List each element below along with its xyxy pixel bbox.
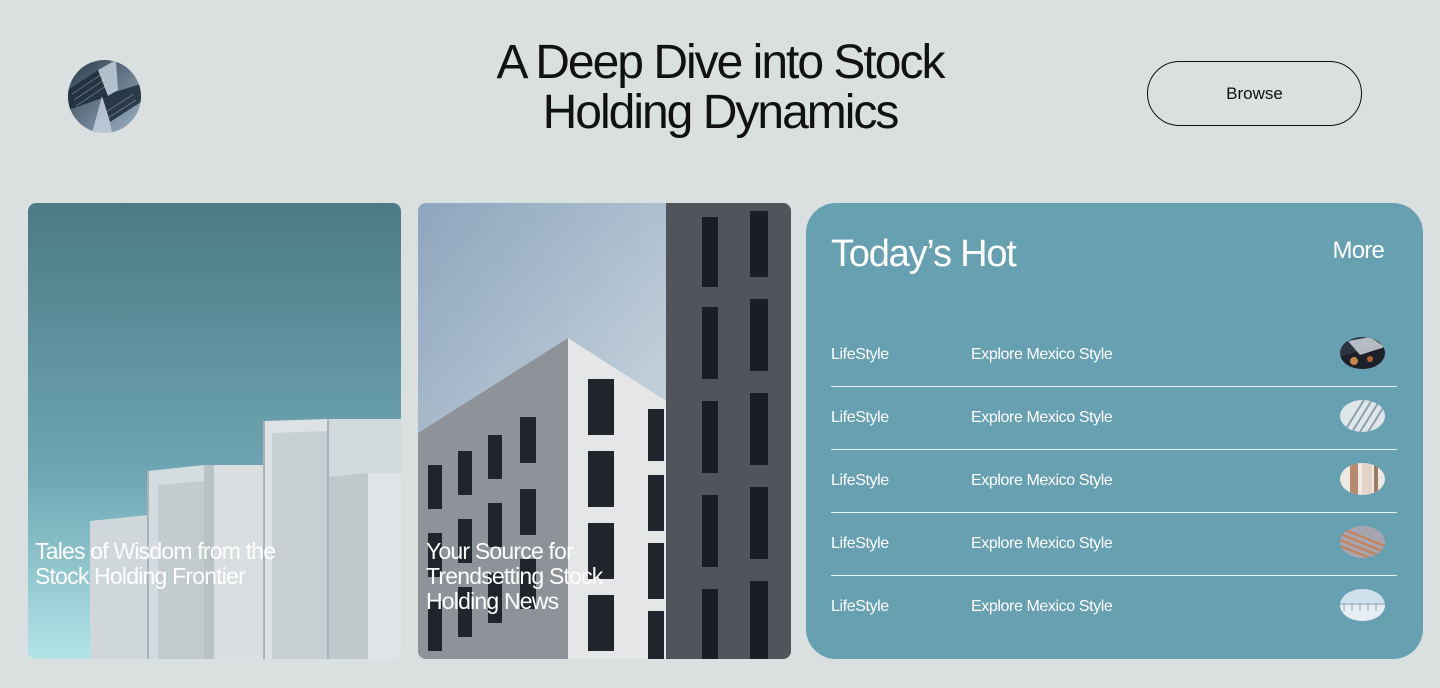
card-1-caption: Tales of Wisdom from the Stock Holding F… (35, 538, 276, 589)
hot-list-item[interactable]: LifeStyle Explore Mexico Style (831, 513, 1397, 576)
card-2-caption-line-1: Your Source for (426, 538, 574, 564)
hot-item-thumbnail (1340, 463, 1385, 495)
card-1-image (28, 203, 401, 659)
card-2-image (418, 203, 791, 659)
browse-button[interactable]: Browse (1147, 61, 1362, 126)
feature-card-1[interactable]: Tales of Wisdom from the Stock Holding F… (28, 203, 401, 659)
hot-item-category: LifeStyle (831, 346, 889, 363)
hot-item-thumbnail (1340, 526, 1385, 558)
page-title: A Deep Dive into Stock Holding Dynamics (0, 38, 1440, 138)
hot-item-title: Explore Mexico Style (971, 598, 1113, 615)
hot-list-item[interactable]: LifeStyle Explore Mexico Style (831, 387, 1397, 450)
hot-item-category: LifeStyle (831, 535, 889, 552)
hot-list: LifeStyle Explore Mexico Style LifeStyle… (831, 324, 1397, 638)
hot-list-item[interactable]: LifeStyle Explore Mexico Style (831, 450, 1397, 513)
hot-item-thumbnail (1340, 589, 1385, 621)
card-2-caption-line-3: Holding News (426, 588, 559, 614)
card-1-caption-line-1: Tales of Wisdom from the (35, 538, 276, 564)
hot-list-item[interactable]: LifeStyle Explore Mexico Style (831, 324, 1397, 387)
hot-item-title: Explore Mexico Style (971, 409, 1113, 426)
todays-hot-title: Today’s Hot (831, 233, 1017, 275)
card-2-caption-line-2: Trendsetting Stock (426, 563, 603, 589)
hot-list-item[interactable]: LifeStyle Explore Mexico Style (831, 576, 1397, 638)
hot-item-title: Explore Mexico Style (971, 535, 1113, 552)
feature-card-2[interactable]: Your Source for Trendsetting Stock Holdi… (418, 203, 791, 659)
card-2-caption: Your Source for Trendsetting Stock Holdi… (426, 539, 603, 614)
hot-item-thumbnail (1340, 400, 1385, 432)
title-line-1: A Deep Dive into Stock (496, 36, 946, 89)
hot-item-thumbnail (1340, 337, 1385, 369)
more-link[interactable]: More (1332, 237, 1385, 264)
hot-item-title: Explore Mexico Style (971, 472, 1113, 489)
hot-item-title: Explore Mexico Style (971, 346, 1113, 363)
card-1-caption-line-2: Stock Holding Frontier (35, 563, 246, 589)
hot-item-category: LifeStyle (831, 472, 889, 489)
hot-item-category: LifeStyle (831, 598, 889, 615)
todays-hot-panel: Today’s Hot More LifeStyle Explore Mexic… (806, 203, 1423, 659)
title-line-2: Holding Dynamics (542, 86, 900, 139)
logo[interactable] (68, 60, 141, 133)
hot-item-category: LifeStyle (831, 409, 889, 426)
